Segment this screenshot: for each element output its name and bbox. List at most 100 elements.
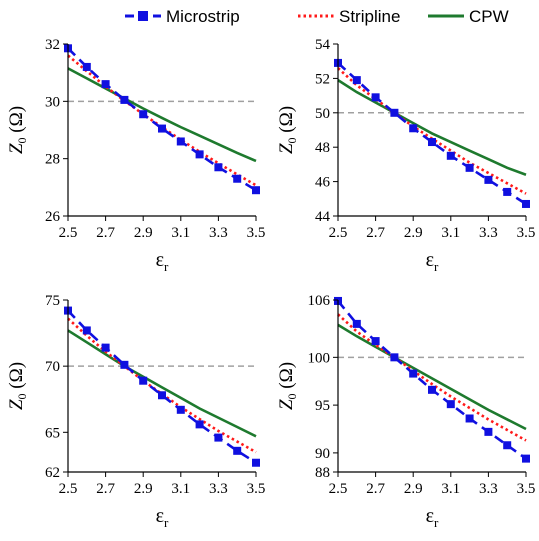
x-tick-label: 3.1 — [171, 225, 190, 241]
y-tick-label: 100 — [308, 350, 331, 366]
x-tick-label: 2.9 — [404, 225, 423, 241]
data-point-microstrip — [176, 405, 185, 414]
data-point-microstrip — [214, 433, 223, 442]
series-line-stripline — [337, 67, 527, 195]
x-tick-label: 2.5 — [329, 225, 348, 241]
y-tick-label: 75 — [45, 293, 60, 309]
series-line-cpw — [67, 67, 257, 163]
data-point-microstrip — [101, 343, 110, 352]
data-point-microstrip — [233, 174, 242, 183]
series-line-stripline — [67, 54, 257, 187]
data-point-microstrip — [233, 446, 242, 455]
data-point-microstrip — [522, 199, 530, 208]
y-tick-label: 46 — [315, 175, 331, 191]
y-axis-label: Z0 (Ω) — [276, 106, 299, 154]
y-tick-label: 95 — [315, 398, 330, 414]
data-point-microstrip — [465, 163, 474, 172]
data-point-microstrip — [252, 458, 260, 467]
data-point-microstrip — [101, 80, 110, 89]
x-axis-label: εr — [426, 249, 439, 274]
chart-panel-top-right: 2.5 2.7 2.9 3.1 3.3 3.5 44 46 48 50 52 54 εr Z0 (Ω) — [276, 37, 536, 274]
x-tick-label: 3.3 — [209, 481, 228, 497]
data-point-microstrip — [371, 337, 380, 346]
x-tick-label: 3.3 — [209, 225, 228, 241]
x-axis-label: εr — [156, 249, 169, 274]
series-line-stripline — [337, 313, 527, 442]
data-point-microstrip — [446, 151, 455, 160]
y-tick-label: 28 — [45, 152, 60, 168]
x-tick-label: 3.1 — [441, 225, 460, 241]
y-tick-label: 32 — [45, 37, 60, 53]
legend-entry-cpw: CPW — [428, 7, 509, 26]
y-tick-label: 65 — [45, 425, 60, 441]
data-point-microstrip — [484, 427, 493, 436]
data-point-microstrip — [503, 187, 512, 196]
chart-panel-bottom-left: 2.5 2.7 2.9 3.1 3.3 3.5 62 65 70 75 εr Z0 (Ω) — [6, 293, 266, 530]
x-tick-label: 2.5 — [59, 225, 78, 241]
x-tick-label: 3.3 — [479, 225, 498, 241]
data-point-microstrip — [352, 76, 361, 85]
data-point-microstrip — [390, 353, 399, 362]
data-point-microstrip — [428, 138, 436, 147]
series-line-cpw — [337, 323, 527, 431]
data-point-microstrip — [446, 400, 455, 409]
x-tick-label: 2.5 — [59, 481, 78, 497]
y-tick-label: 26 — [45, 209, 61, 225]
chart-panel-top-left: 2.5 2.7 2.9 3.1 3.3 3.5 26 28 30 32 εr Z0 (Ω) — [6, 37, 266, 274]
legend-entry-stripline: Stripline — [298, 7, 400, 26]
x-tick-label: 2.9 — [134, 481, 153, 497]
data-point-microstrip — [120, 95, 129, 104]
y-tick-label: 52 — [315, 71, 330, 87]
data-point-microstrip — [484, 175, 493, 184]
y-tick-label: 90 — [315, 446, 330, 462]
data-point-microstrip — [390, 108, 399, 117]
x-tick-label: 2.7 — [366, 481, 385, 497]
x-tick-label: 3.5 — [517, 225, 536, 241]
series-line-microstrip — [337, 61, 527, 206]
data-point-microstrip — [139, 110, 148, 119]
data-point-microstrip — [428, 385, 436, 394]
legend-swatch-marker — [138, 11, 148, 21]
data-point-microstrip — [120, 360, 129, 369]
data-point-microstrip — [522, 454, 530, 463]
y-axis-label: Z0 (Ω) — [276, 362, 299, 410]
y-axis-label: Z0 (Ω) — [6, 106, 29, 154]
x-axis-label: εr — [156, 505, 169, 530]
data-point-microstrip — [371, 93, 380, 102]
data-point-microstrip — [158, 124, 166, 133]
x-tick-label: 3.5 — [517, 481, 536, 497]
y-tick-label: 50 — [315, 106, 330, 122]
series-line-microstrip — [67, 47, 257, 192]
chart-panel-bottom-right: 2.5 2.7 2.9 3.1 3.3 3.5 88 90 95 100 106 εr Z0 (Ω) — [276, 293, 536, 530]
data-point-microstrip — [195, 150, 204, 159]
data-point-microstrip — [214, 163, 223, 172]
x-tick-label: 2.9 — [404, 481, 423, 497]
series-line-cpw — [337, 79, 527, 176]
y-tick-label: 106 — [308, 293, 331, 309]
data-point-microstrip — [82, 62, 91, 71]
data-point-microstrip — [409, 369, 418, 378]
x-tick-label: 3.1 — [441, 481, 460, 497]
data-point-microstrip — [503, 441, 512, 450]
y-tick-label: 88 — [315, 465, 330, 481]
x-tick-label: 2.7 — [96, 225, 115, 241]
data-point-microstrip — [409, 124, 418, 133]
x-axis-label: εr — [426, 505, 439, 530]
legend-entry-microstrip: Microstrip — [125, 7, 240, 26]
x-tick-label: 3.5 — [247, 481, 266, 497]
legend-label: Microstrip — [166, 7, 240, 26]
x-tick-label: 3.5 — [247, 225, 266, 241]
data-point-microstrip — [139, 376, 148, 385]
data-point-microstrip — [352, 319, 361, 328]
x-tick-label: 3.1 — [171, 481, 190, 497]
y-tick-label: 48 — [315, 140, 330, 156]
data-point-microstrip — [465, 414, 474, 423]
x-tick-label: 2.5 — [329, 481, 348, 497]
y-tick-label: 30 — [45, 94, 60, 110]
chart-legend: Microstrip Stripline CPW — [125, 7, 509, 26]
legend-label: CPW — [469, 7, 509, 26]
data-point-microstrip — [158, 391, 166, 400]
y-axis-label: Z0 (Ω) — [6, 362, 29, 410]
y-tick-label: 54 — [315, 37, 331, 53]
data-point-microstrip — [252, 186, 260, 195]
